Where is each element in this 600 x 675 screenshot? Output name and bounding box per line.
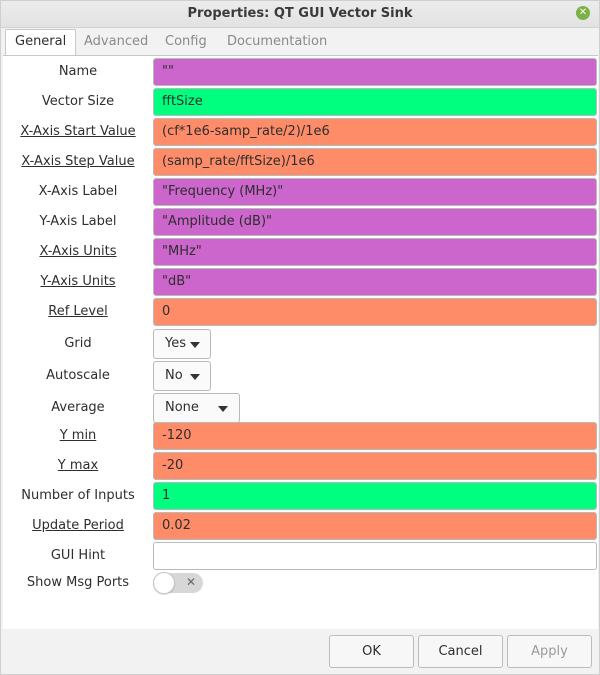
tab-general[interactable]: General <box>5 29 77 56</box>
title-bar: Properties: QT GUI Vector Sink ✕ <box>1 1 599 28</box>
update-period-field[interactable]: 0.02 <box>153 512 597 540</box>
row-update-period: Update Period 0.02 <box>3 512 598 540</box>
x-axis-start-field[interactable]: (cf*1e6-samp_rate/2)/1e6 <box>153 118 597 146</box>
grid-value: Yes <box>165 336 186 351</box>
number-of-inputs-label: Number of Inputs <box>21 488 135 503</box>
row-x-axis-step: X-Axis Step Value (samp_rate/fftSize)/1e… <box>3 148 598 176</box>
ok-button[interactable]: OK <box>329 635 414 668</box>
x-axis-units-label: X-Axis Units <box>39 244 117 259</box>
y-max-field[interactable]: -20 <box>153 452 597 480</box>
show-msg-ports-toggle[interactable]: ✕ <box>153 572 203 594</box>
average-value: None <box>165 400 199 415</box>
average-label: Average <box>51 400 105 415</box>
row-y-min: Y min -120 <box>3 422 598 450</box>
x-axis-start-label: X-Axis Start Value <box>20 124 136 139</box>
name-field[interactable]: "" <box>153 58 597 86</box>
show-msg-ports-label: Show Msg Ports <box>26 575 130 590</box>
tab-config[interactable]: Config <box>165 34 207 49</box>
y-axis-units-label: Y-Axis Units <box>40 274 116 289</box>
cancel-button[interactable]: Cancel <box>418 635 503 668</box>
tab-documentation[interactable]: Documentation <box>227 34 328 49</box>
grid-dropdown[interactable]: Yes <box>153 329 211 359</box>
row-autoscale: Autoscale No <box>3 360 598 392</box>
average-dropdown[interactable]: None <box>153 393 240 423</box>
general-panel: Name "" Vector Size fftSize X-Axis Start… <box>3 55 598 629</box>
autoscale-dropdown[interactable]: No <box>153 361 211 391</box>
gui-hint-field[interactable] <box>153 542 597 570</box>
row-vector-size: Vector Size fftSize <box>3 88 598 116</box>
toggle-knob <box>153 572 175 594</box>
y-min-field[interactable]: -120 <box>153 422 597 450</box>
x-axis-step-label: X-Axis Step Value <box>21 154 135 169</box>
ref-level-label: Ref Level <box>48 304 108 319</box>
window-title: Properties: QT GUI Vector Sink <box>187 6 413 21</box>
row-average: Average None <box>3 392 598 424</box>
y-axis-units-field[interactable]: "dB" <box>153 268 597 296</box>
y-axis-label-label: Y-Axis Label <box>39 214 117 229</box>
row-x-axis-start: X-Axis Start Value (cf*1e6-samp_rate/2)/… <box>3 118 598 146</box>
close-icon: ✕ <box>185 575 196 589</box>
row-x-axis-label: X-Axis Label "Frequency (MHz)" <box>3 178 598 206</box>
chevron-down-icon <box>190 342 200 348</box>
autoscale-value: No <box>165 368 183 383</box>
y-axis-label-field[interactable]: "Amplitude (dB)" <box>153 208 597 236</box>
row-grid: Grid Yes <box>3 328 598 360</box>
apply-button[interactable]: Apply <box>507 635 592 668</box>
update-period-label: Update Period <box>32 518 124 533</box>
tab-advanced[interactable]: Advanced <box>84 34 149 49</box>
row-ref-level: Ref Level 0 <box>3 298 598 326</box>
row-y-axis-units: Y-Axis Units "dB" <box>3 268 598 296</box>
row-number-of-inputs: Number of Inputs 1 <box>3 482 598 510</box>
vector-size-field[interactable]: fftSize <box>153 88 597 116</box>
chevron-down-icon <box>190 374 200 380</box>
x-axis-label-label: X-Axis Label <box>38 184 118 199</box>
row-show-msg-ports: Show Msg Ports ✕ <box>3 569 598 597</box>
x-axis-step-field[interactable]: (samp_rate/fftSize)/1e6 <box>153 148 597 176</box>
row-x-axis-units: X-Axis Units "MHz" <box>3 238 598 266</box>
row-y-max: Y max -20 <box>3 452 598 480</box>
close-icon[interactable]: ✕ <box>576 6 590 20</box>
name-label: Name <box>58 64 98 79</box>
vector-size-label: Vector Size <box>41 94 115 109</box>
x-axis-label-field[interactable]: "Frequency (MHz)" <box>153 178 597 206</box>
ref-level-field[interactable]: 0 <box>153 298 597 326</box>
y-min-label: Y min <box>59 428 97 443</box>
gui-hint-label: GUI Hint <box>50 548 106 563</box>
row-gui-hint: GUI Hint <box>3 542 598 570</box>
chevron-down-icon <box>218 406 228 412</box>
y-max-label: Y max <box>57 458 99 473</box>
row-y-axis-label: Y-Axis Label "Amplitude (dB)" <box>3 208 598 236</box>
x-axis-units-field[interactable]: "MHz" <box>153 238 597 266</box>
number-of-inputs-field[interactable]: 1 <box>153 482 597 510</box>
grid-label: Grid <box>64 336 92 351</box>
row-name: Name "" <box>3 58 598 86</box>
autoscale-label: Autoscale <box>46 368 110 383</box>
